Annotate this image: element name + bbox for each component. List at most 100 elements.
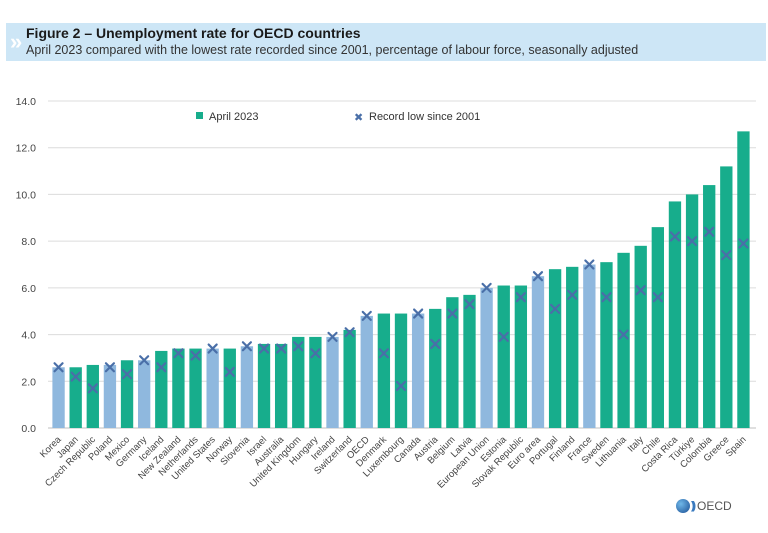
marker-portugal (549, 303, 561, 314)
figure-header: » Figure 2 – Unemployment rate for OECD … (6, 23, 766, 61)
legend-label-april-2023: April 2023 (209, 111, 259, 123)
bar-oecd (360, 315, 373, 428)
bar-estonia (497, 285, 510, 428)
marker-netherlands (190, 350, 201, 361)
marker-sweden (601, 292, 612, 303)
bar-israel (257, 343, 271, 428)
marker-united-kingdom (293, 341, 304, 352)
bar-austria (429, 308, 442, 428)
bar-denmark (377, 313, 391, 428)
bar-finland (566, 266, 579, 428)
bar-netherlands (189, 348, 202, 428)
bar-slovenia (240, 346, 254, 428)
marker-australia (276, 343, 287, 354)
bar-costa-rica (668, 201, 682, 428)
bar-colombia (703, 185, 716, 428)
bars (52, 131, 750, 428)
bar-france (583, 264, 596, 428)
bar-euro-area (531, 276, 545, 428)
marker-czech-republic (87, 383, 98, 394)
marker-latvia (464, 299, 475, 310)
bar-sweden (600, 262, 613, 428)
marker-estonia (498, 331, 509, 343)
marker-japan (70, 371, 81, 382)
bar-belgium (446, 297, 459, 428)
legend-swatch-april-2023 (196, 112, 203, 119)
marker-belgium (447, 308, 458, 319)
marker-canada (413, 308, 424, 319)
y-tick-label: 0.0 (21, 423, 36, 435)
oecd-logo: ))) OECD (676, 499, 732, 513)
marker-greece (721, 250, 732, 261)
marker-oecd (361, 310, 372, 321)
bar-chile (651, 227, 664, 428)
bar-poland (103, 364, 117, 428)
y-tick-label: 12.0 (16, 143, 37, 155)
marker-korea (53, 362, 64, 373)
bar-czech-republic (86, 364, 99, 428)
marker-switzerland (344, 327, 355, 338)
marker-mexico (121, 369, 133, 380)
bar-germany (138, 360, 151, 428)
record-low-markers (53, 226, 749, 394)
figure-subtitle: April 2023 compared with the lowest rate… (26, 43, 639, 57)
bar-united-kingdom (292, 336, 305, 428)
bar-latvia (463, 294, 476, 428)
bar-greece (720, 166, 733, 428)
marker-slovak-republic (515, 292, 526, 303)
legend: April 2023 ✖ Record low since 2001 (196, 111, 480, 124)
marker-italy (635, 285, 646, 296)
marker-costa-rica (669, 231, 681, 242)
bar-portugal (548, 269, 562, 428)
bar-european-union (480, 287, 493, 428)
marker-denmark (378, 348, 389, 359)
marker-finland (567, 289, 578, 300)
marker-hungary (310, 348, 321, 359)
oecd-arcs-icon: ))) (691, 500, 696, 512)
marker-israel (258, 343, 270, 354)
oecd-logo-text: OECD (697, 499, 732, 513)
bar-korea (52, 367, 65, 428)
bar-lithuania (617, 252, 630, 428)
bar-united-states (206, 348, 219, 428)
bar-new-zealand (172, 348, 185, 428)
bar-norway (223, 348, 236, 428)
legend-label-record-low: Record low since 2001 (369, 111, 480, 123)
y-tick-label: 14.0 (16, 96, 37, 108)
marker-austria (430, 338, 441, 350)
bar-hungary (309, 336, 322, 428)
marker-lithuania (618, 329, 629, 340)
y-tick-label: 4.0 (21, 330, 36, 342)
marker-ireland (327, 331, 338, 343)
bar-japan (69, 367, 82, 428)
y-tick-label: 6.0 (21, 283, 36, 295)
bar-canada (411, 313, 425, 428)
marker-spain (738, 238, 749, 249)
marker-germany (139, 355, 150, 366)
y-tick-label: 2.0 (21, 376, 36, 388)
y-axis: 0.0 2.0 4.0 6.0 8.0 10.0 12.0 14.0 (16, 96, 37, 435)
bar-luxembourg (394, 313, 408, 428)
marker-t-rkiye (686, 236, 698, 247)
marker-chile (652, 292, 663, 303)
y-tick-label: 8.0 (21, 236, 36, 248)
y-tick-label: 10.0 (16, 189, 37, 201)
marker-colombia (704, 226, 715, 237)
bar-slovak-republic (514, 285, 528, 428)
bar-australia (274, 343, 288, 428)
figure-title: Figure 2 – Unemployment rate for OECD co… (26, 25, 361, 41)
legend-marker-x-icon: ✖ (354, 112, 363, 124)
marker-united-states (207, 343, 218, 354)
marker-slovenia (241, 341, 253, 352)
bar-spain (737, 131, 750, 428)
marker-new-zealand (173, 348, 184, 359)
marker-iceland (156, 362, 167, 373)
bar-italy (634, 245, 647, 428)
marker-poland (104, 362, 116, 373)
marker-france (584, 259, 595, 270)
bar-t-rkiye (685, 194, 699, 428)
marker-euro-area (532, 271, 544, 282)
bar-ireland (326, 336, 339, 428)
